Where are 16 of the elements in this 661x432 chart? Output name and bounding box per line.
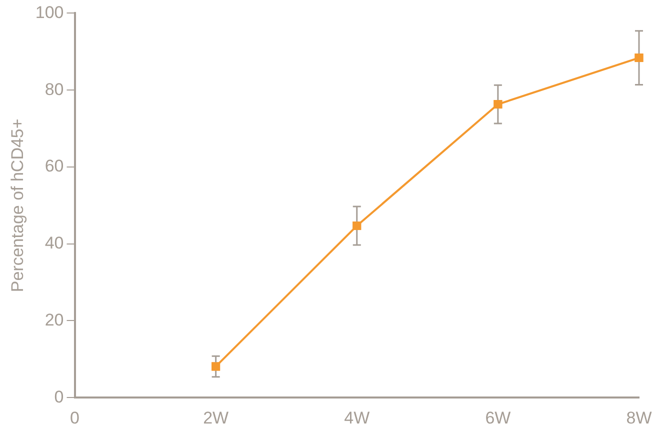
- x-tick-label: 0: [70, 408, 80, 428]
- x-tick-label: 2W: [203, 408, 229, 428]
- y-tick-label: 100: [35, 2, 64, 22]
- x-tick-label: 8W: [626, 408, 652, 428]
- point: [212, 362, 220, 371]
- x-tick-label: 4W: [344, 408, 370, 428]
- y-tick-label: 0: [54, 387, 64, 406]
- y-tick-label: 20: [44, 310, 64, 330]
- y-tick-label: 40: [44, 234, 64, 253]
- point: [634, 54, 644, 62]
- x-tick-label: 6W: [485, 408, 511, 428]
- point: [494, 100, 502, 109]
- y-tick-label: 80: [44, 80, 64, 99]
- point: [352, 222, 362, 230]
- y-tick-label: 60: [44, 156, 64, 176]
- y-axis-title: Percentage of hCD45+: [8, 118, 27, 292]
